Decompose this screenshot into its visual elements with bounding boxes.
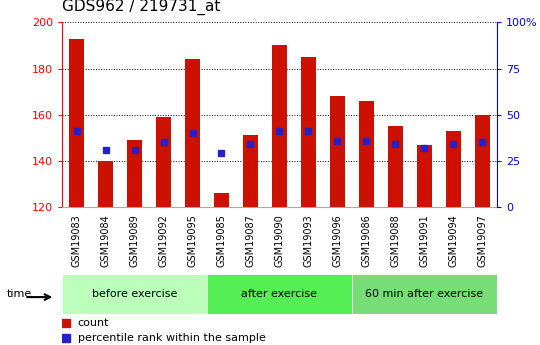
Text: GSM19096: GSM19096 bbox=[333, 214, 342, 267]
Bar bbox=[301, 57, 316, 207]
Bar bbox=[185, 59, 200, 207]
Text: GSM19090: GSM19090 bbox=[274, 214, 285, 267]
Text: GSM19092: GSM19092 bbox=[159, 214, 168, 267]
Text: time: time bbox=[6, 289, 32, 299]
Text: GSM19085: GSM19085 bbox=[217, 214, 226, 267]
Text: GSM19091: GSM19091 bbox=[420, 214, 429, 267]
Text: count: count bbox=[78, 318, 109, 328]
Bar bbox=[214, 193, 229, 207]
Bar bbox=[272, 46, 287, 207]
Text: GSM19087: GSM19087 bbox=[246, 214, 255, 267]
Bar bbox=[352, 274, 497, 314]
Text: GSM19083: GSM19083 bbox=[72, 214, 82, 267]
Text: after exercise: after exercise bbox=[241, 289, 318, 299]
Bar bbox=[207, 274, 352, 314]
Bar bbox=[69, 39, 84, 207]
Text: GSM19086: GSM19086 bbox=[361, 214, 372, 267]
Text: GSM19088: GSM19088 bbox=[390, 214, 400, 267]
Text: GSM19089: GSM19089 bbox=[130, 214, 139, 267]
Text: GSM19095: GSM19095 bbox=[187, 214, 198, 267]
Bar bbox=[475, 115, 490, 207]
Bar bbox=[417, 145, 431, 207]
Text: GSM19084: GSM19084 bbox=[100, 214, 111, 267]
Bar bbox=[330, 96, 345, 207]
Text: before exercise: before exercise bbox=[92, 289, 177, 299]
Bar bbox=[359, 101, 374, 207]
Text: GSM19097: GSM19097 bbox=[477, 214, 487, 267]
Text: GSM19094: GSM19094 bbox=[448, 214, 458, 267]
Bar bbox=[388, 126, 403, 207]
Text: GDS962 / 219731_at: GDS962 / 219731_at bbox=[62, 0, 220, 14]
Bar bbox=[243, 136, 258, 207]
Bar bbox=[127, 140, 142, 207]
Text: percentile rank within the sample: percentile rank within the sample bbox=[78, 333, 266, 343]
Bar bbox=[98, 161, 113, 207]
Text: GSM19093: GSM19093 bbox=[303, 214, 313, 267]
Text: 60 min after exercise: 60 min after exercise bbox=[365, 289, 483, 299]
Bar bbox=[446, 131, 461, 207]
Bar bbox=[156, 117, 171, 207]
Bar bbox=[62, 274, 207, 314]
